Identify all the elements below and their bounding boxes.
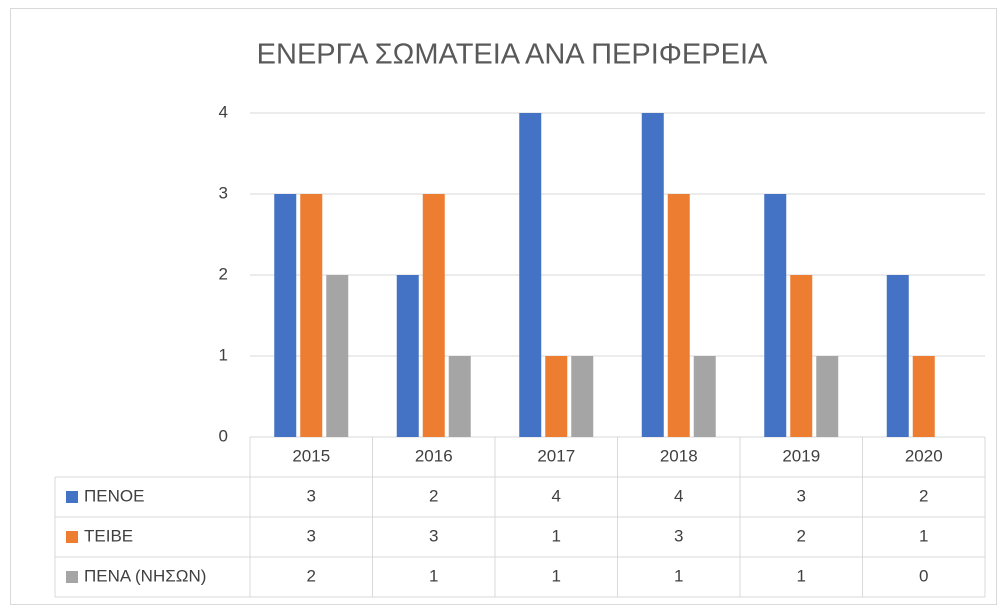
bar xyxy=(422,194,445,437)
table-value: 2 xyxy=(429,486,438,505)
bar xyxy=(667,194,690,437)
table-value: 3 xyxy=(307,526,316,545)
legend-key xyxy=(66,491,78,503)
bar xyxy=(790,275,813,437)
legend-key xyxy=(66,531,78,543)
table-value: 1 xyxy=(552,566,561,585)
bar xyxy=(693,356,716,437)
x-tick-label: 2020 xyxy=(905,446,943,465)
table-value: 1 xyxy=(919,526,928,545)
y-tick-label: 0 xyxy=(219,426,228,445)
x-tick-label: 2016 xyxy=(415,446,453,465)
bar xyxy=(816,356,839,437)
table-value: 1 xyxy=(674,566,683,585)
table-value: 3 xyxy=(307,486,316,505)
table-value: 3 xyxy=(797,486,806,505)
chart-border xyxy=(10,8,997,605)
x-tick-label: 2019 xyxy=(782,446,820,465)
table-value: 2 xyxy=(307,566,316,585)
table-value: 1 xyxy=(797,566,806,585)
bar xyxy=(396,275,419,437)
table-value: 4 xyxy=(674,486,683,505)
bar xyxy=(519,113,542,437)
x-tick-label: 2017 xyxy=(537,446,575,465)
y-tick-label: 1 xyxy=(219,345,228,364)
legend-key xyxy=(66,571,78,583)
y-tick-label: 4 xyxy=(219,102,228,121)
x-tick-label: 2018 xyxy=(660,446,698,465)
x-tick-label: 2015 xyxy=(292,446,330,465)
bar xyxy=(545,356,568,437)
y-tick-label: 2 xyxy=(219,264,228,283)
bar xyxy=(912,356,935,437)
legend-label: ΤΕΙΒΕ xyxy=(84,526,133,545)
table-value: 3 xyxy=(674,526,683,545)
table-value: 1 xyxy=(429,566,438,585)
bar xyxy=(764,194,787,437)
table-value: 0 xyxy=(919,566,928,585)
bar xyxy=(571,356,594,437)
bar xyxy=(300,194,323,437)
bar xyxy=(641,113,664,437)
bar xyxy=(274,194,297,437)
table-value: 2 xyxy=(919,486,928,505)
table-value: 4 xyxy=(552,486,561,505)
legend-label: ΠΕΝΑ (ΝΗΣΩΝ) xyxy=(84,566,206,585)
table-value: 2 xyxy=(797,526,806,545)
y-tick-label: 3 xyxy=(219,183,228,202)
bar xyxy=(448,356,471,437)
legend-label: ΠΕΝΟΕ xyxy=(84,486,144,505)
chart-title: ΕΝΕΡΓΑ ΣΩΜΑΤΕΙΑ ΑΝΑ ΠΕΡΙΦΕΡΕΙΑ xyxy=(257,39,768,71)
table-value: 3 xyxy=(429,526,438,545)
table-value: 1 xyxy=(552,526,561,545)
bar xyxy=(886,275,909,437)
bar xyxy=(326,275,349,437)
